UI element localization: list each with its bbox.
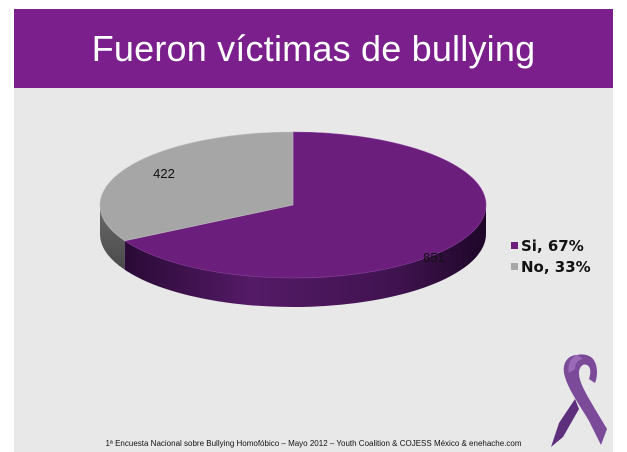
data-label-no: 422 [153,166,175,181]
title-band: Fueron víctimas de bullying [14,9,613,88]
legend-swatch-si [511,242,518,249]
legend-swatch-no [511,263,518,270]
pie-side-no [100,205,125,270]
slide-title: Fueron víctimas de bullying [91,28,536,69]
legend-item-si: Si, 67% [511,235,591,256]
legend-label-no: No, 33% [521,257,591,276]
legend-item-no: No, 33% [511,256,591,277]
chart-legend: Si, 67% No, 33% [511,235,591,277]
pie-slice-no [99,131,294,242]
pie-slice-si [124,131,487,279]
pie-side-si [124,205,487,307]
data-label-si: 851 [423,250,445,265]
legend-label-si: Si, 67% [521,236,584,255]
pie-chart: 851 422 [99,131,487,307]
slide: Fueron víctimas de bullying 851 422 Si, 6… [14,9,613,452]
awareness-ribbon-icon [551,354,607,447]
source-footer: 1ª Encuesta Nacional sobre Bullying Homo… [105,439,522,448]
